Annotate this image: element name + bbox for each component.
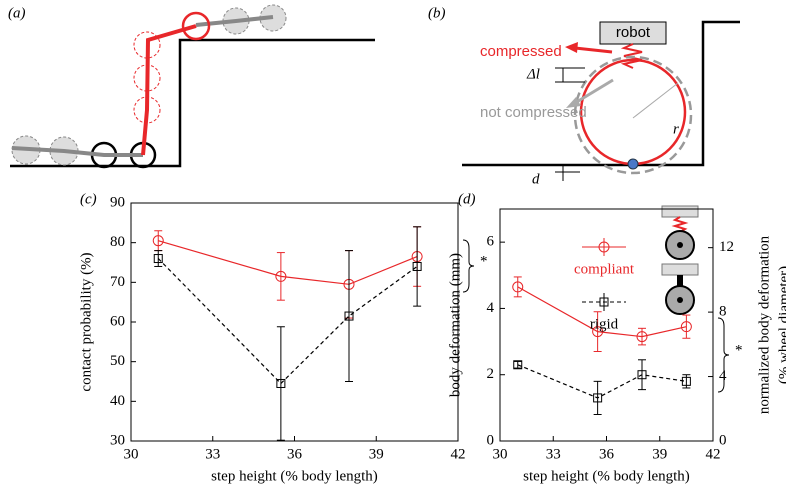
panel-label: (a) — [8, 5, 26, 21]
marker — [512, 281, 524, 293]
wheel-uncompressed — [573, 55, 693, 175]
series-line — [517, 286, 687, 338]
series-line — [517, 364, 687, 399]
annotation: * — [735, 342, 743, 358]
marker — [276, 378, 286, 388]
label: r — [673, 121, 679, 137]
icon-robot — [661, 263, 699, 276]
y2-axis-label: (% wheel diameter) — [776, 266, 786, 384]
y-tick-label: 2 — [487, 366, 495, 382]
x-axis-label: step height (% body length) — [523, 468, 690, 484]
plot-frame — [130, 202, 459, 442]
contact-point — [627, 158, 639, 170]
y-tick-label: 70 — [110, 274, 125, 290]
y-tick-label: 6 — [487, 234, 495, 250]
panel-label: (b) — [428, 5, 446, 21]
marker — [152, 235, 164, 247]
marker — [513, 360, 523, 370]
marker — [593, 393, 603, 403]
label: not compressed — [480, 104, 587, 121]
annotation: * — [480, 253, 488, 269]
marker — [681, 376, 691, 386]
x-tick-label: 30 — [124, 446, 139, 462]
series-line — [157, 258, 418, 385]
x-tick-label: 36 — [287, 446, 303, 462]
marker — [344, 311, 354, 321]
legend-label: rigid — [590, 316, 619, 332]
diagram-b: robot compressed not compressed Δl r d — [462, 20, 740, 187]
marker — [592, 326, 604, 338]
y-tick-label: 90 — [110, 194, 125, 210]
ground — [10, 38, 375, 168]
x-tick-label: 30 — [493, 446, 508, 462]
marker — [412, 261, 422, 271]
label: Δl — [526, 66, 540, 82]
arrowhead — [566, 97, 581, 108]
brace — [462, 239, 475, 293]
panel-label: (d) — [458, 191, 476, 207]
y2-axis-label: normalized body deformation — [756, 235, 772, 414]
body — [141, 24, 197, 156]
brace — [717, 317, 730, 393]
label: compressed — [480, 43, 562, 60]
x-tick-label: 42 — [451, 446, 466, 462]
x-tick-label: 39 — [652, 446, 667, 462]
ground — [462, 20, 740, 167]
y-tick-label: 60 — [110, 313, 125, 329]
icon-robot — [661, 205, 699, 218]
y-axis-label: contact probability (%) — [78, 252, 94, 391]
marker — [275, 270, 287, 282]
wheel-compressed — [579, 58, 687, 166]
x-tick-label: 39 — [369, 446, 384, 462]
label: d — [532, 171, 540, 187]
y2-tick-label: 8 — [719, 304, 727, 320]
x-tick-label: 36 — [599, 446, 615, 462]
y2-tick-label: 12 — [719, 239, 734, 255]
panel-label: (c) — [80, 191, 97, 207]
body-ghost — [11, 146, 143, 157]
spring — [620, 43, 643, 69]
x-axis-label: step height (% body length) — [211, 468, 378, 484]
y-tick-label: 80 — [110, 234, 125, 250]
y-tick-label: 4 — [487, 300, 495, 316]
legend-icons — [661, 205, 699, 315]
radius-line — [632, 82, 679, 119]
icon-hub — [677, 242, 683, 248]
arrowhead — [565, 42, 578, 53]
arrow — [574, 78, 614, 105]
marker — [637, 370, 647, 380]
y-tick-label: 40 — [110, 393, 125, 409]
x-tick-label: 33 — [205, 446, 220, 462]
marker — [636, 331, 648, 343]
series-line — [158, 240, 418, 285]
y-tick-label: 30 — [110, 432, 125, 448]
marker — [680, 321, 692, 333]
marker — [598, 241, 610, 253]
x-tick-label: 33 — [546, 446, 561, 462]
y-tick-label: 50 — [110, 353, 125, 369]
y2-tick-label: 0 — [719, 432, 727, 448]
x-tick-label: 42 — [706, 446, 721, 462]
icon-hub — [677, 297, 683, 303]
wheel — [181, 11, 211, 41]
y2-tick-label: 4 — [719, 368, 727, 384]
icon-rod — [677, 275, 683, 290]
icon-spring — [671, 216, 689, 233]
diagram-a — [10, 4, 375, 169]
robot-label: robot — [616, 24, 651, 41]
y-axis-label: body deformation (mm) — [447, 253, 463, 397]
arrow — [574, 46, 613, 54]
y-tick-label: 0 — [487, 432, 495, 448]
marker — [599, 297, 609, 307]
legend-label: compliant — [574, 261, 635, 277]
marker — [153, 254, 163, 264]
